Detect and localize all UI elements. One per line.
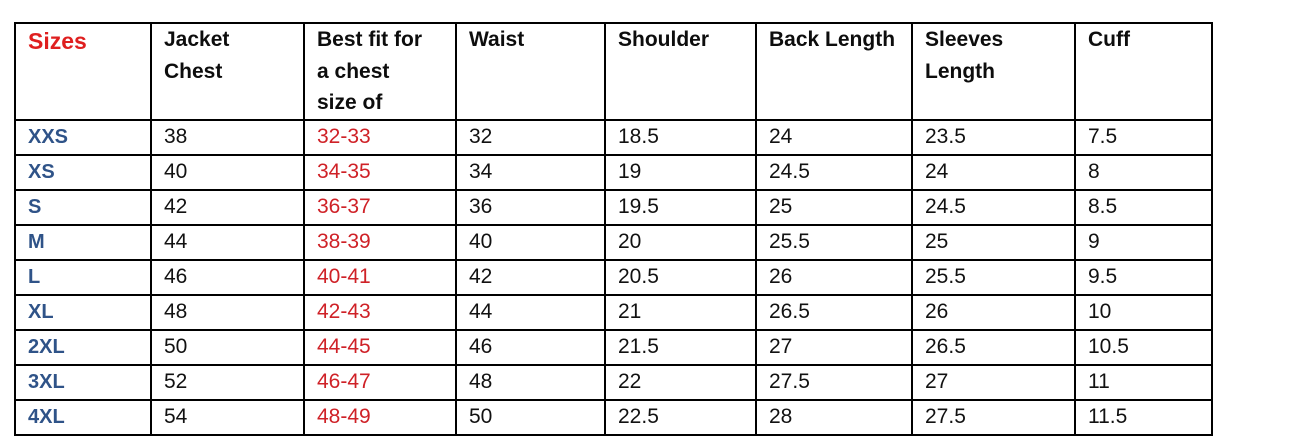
cell-sleeves-length: 27.5: [911, 398, 1076, 436]
cell-waist: 46: [455, 328, 606, 366]
table-row-2xl: 2XL 50 44-45 46 21.5 27 26.5 10.5: [14, 328, 1213, 366]
cell-back-length: 25.5: [755, 223, 913, 261]
size-label: XL: [14, 293, 152, 331]
header-sizes: Sizes: [14, 22, 152, 121]
cell-cuff: 11.5: [1074, 398, 1213, 436]
cell-shoulder: 20: [604, 223, 757, 261]
cell-cuff: 11: [1074, 363, 1213, 401]
cell-best-fit: 34-35: [303, 153, 457, 191]
cell-sleeves-length: 24.5: [911, 188, 1076, 226]
cell-back-length: 26: [755, 258, 913, 296]
cell-cuff: 8.5: [1074, 188, 1213, 226]
size-label: 4XL: [14, 398, 152, 436]
cell-best-fit: 46-47: [303, 363, 457, 401]
size-label: S: [14, 188, 152, 226]
table-row-l: L 46 40-41 42 20.5 26 25.5 9.5: [14, 258, 1213, 296]
table-row-xl: XL 48 42-43 44 21 26.5 26 10: [14, 293, 1213, 331]
cell-jacket-chest: 42: [150, 188, 305, 226]
cell-sleeves-length: 26.5: [911, 328, 1076, 366]
cell-best-fit: 48-49: [303, 398, 457, 436]
cell-jacket-chest: 50: [150, 328, 305, 366]
header-sleeves-length: Sleeves Length: [911, 22, 1076, 121]
cell-shoulder: 22: [604, 363, 757, 401]
cell-back-length: 28: [755, 398, 913, 436]
size-label: M: [14, 223, 152, 261]
table-row-xs: XS 40 34-35 34 19 24.5 24 8: [14, 153, 1213, 191]
table-row-3xl: 3XL 52 46-47 48 22 27.5 27 11: [14, 363, 1213, 401]
cell-sleeves-length: 25.5: [911, 258, 1076, 296]
header-sizes-label: Sizes: [28, 28, 87, 54]
cell-cuff: 10.5: [1074, 328, 1213, 366]
cell-sleeves-length: 25: [911, 223, 1076, 261]
cell-shoulder: 21: [604, 293, 757, 331]
cell-jacket-chest: 46: [150, 258, 305, 296]
cell-waist: 40: [455, 223, 606, 261]
header-row: Sizes Jacket Chest Best fit for a chest …: [14, 22, 1213, 121]
cell-shoulder: 21.5: [604, 328, 757, 366]
cell-best-fit: 36-37: [303, 188, 457, 226]
cell-waist: 36: [455, 188, 606, 226]
cell-sleeves-length: 26: [911, 293, 1076, 331]
cell-cuff: 7.5: [1074, 118, 1213, 156]
cell-shoulder: 20.5: [604, 258, 757, 296]
cell-cuff: 9: [1074, 223, 1213, 261]
header-shoulder: Shoulder: [604, 22, 757, 121]
cell-back-length: 24: [755, 118, 913, 156]
cell-back-length: 25: [755, 188, 913, 226]
table-row-4xl: 4XL 54 48-49 50 22.5 28 27.5 11.5: [14, 398, 1213, 436]
table-row-xxs: XXS 38 32-33 32 18.5 24 23.5 7.5: [14, 118, 1213, 156]
cell-back-length: 27.5: [755, 363, 913, 401]
cell-jacket-chest: 44: [150, 223, 305, 261]
cell-best-fit: 44-45: [303, 328, 457, 366]
cell-jacket-chest: 54: [150, 398, 305, 436]
size-label: 3XL: [14, 363, 152, 401]
cell-shoulder: 22.5: [604, 398, 757, 436]
cell-sleeves-length: 24: [911, 153, 1076, 191]
cell-jacket-chest: 52: [150, 363, 305, 401]
cell-cuff: 10: [1074, 293, 1213, 331]
header-cuff: Cuff: [1074, 22, 1213, 121]
table-row-s: S 42 36-37 36 19.5 25 24.5 8.5: [14, 188, 1213, 226]
size-label: 2XL: [14, 328, 152, 366]
cell-waist: 50: [455, 398, 606, 436]
cell-waist: 32: [455, 118, 606, 156]
cell-shoulder: 18.5: [604, 118, 757, 156]
table-row-m: M 44 38-39 40 20 25.5 25 9: [14, 223, 1213, 261]
cell-waist: 42: [455, 258, 606, 296]
size-label: L: [14, 258, 152, 296]
header-best-fit: Best fit for a chest size of: [303, 22, 457, 121]
size-chart-table: Sizes Jacket Chest Best fit for a chest …: [14, 22, 1213, 436]
cell-waist: 48: [455, 363, 606, 401]
cell-jacket-chest: 48: [150, 293, 305, 331]
cell-back-length: 26.5: [755, 293, 913, 331]
cell-sleeves-length: 23.5: [911, 118, 1076, 156]
cell-best-fit: 40-41: [303, 258, 457, 296]
header-jacket-chest: Jacket Chest: [150, 22, 305, 121]
cell-waist: 34: [455, 153, 606, 191]
cell-cuff: 9.5: [1074, 258, 1213, 296]
cell-best-fit: 42-43: [303, 293, 457, 331]
header-back-length: Back Length: [755, 22, 913, 121]
header-waist: Waist: [455, 22, 606, 121]
cell-shoulder: 19: [604, 153, 757, 191]
cell-best-fit: 32-33: [303, 118, 457, 156]
size-label: XXS: [14, 118, 152, 156]
cell-sleeves-length: 27: [911, 363, 1076, 401]
cell-back-length: 24.5: [755, 153, 913, 191]
cell-waist: 44: [455, 293, 606, 331]
cell-cuff: 8: [1074, 153, 1213, 191]
cell-back-length: 27: [755, 328, 913, 366]
cell-jacket-chest: 38: [150, 118, 305, 156]
cell-best-fit: 38-39: [303, 223, 457, 261]
cell-shoulder: 19.5: [604, 188, 757, 226]
size-label: XS: [14, 153, 152, 191]
cell-jacket-chest: 40: [150, 153, 305, 191]
